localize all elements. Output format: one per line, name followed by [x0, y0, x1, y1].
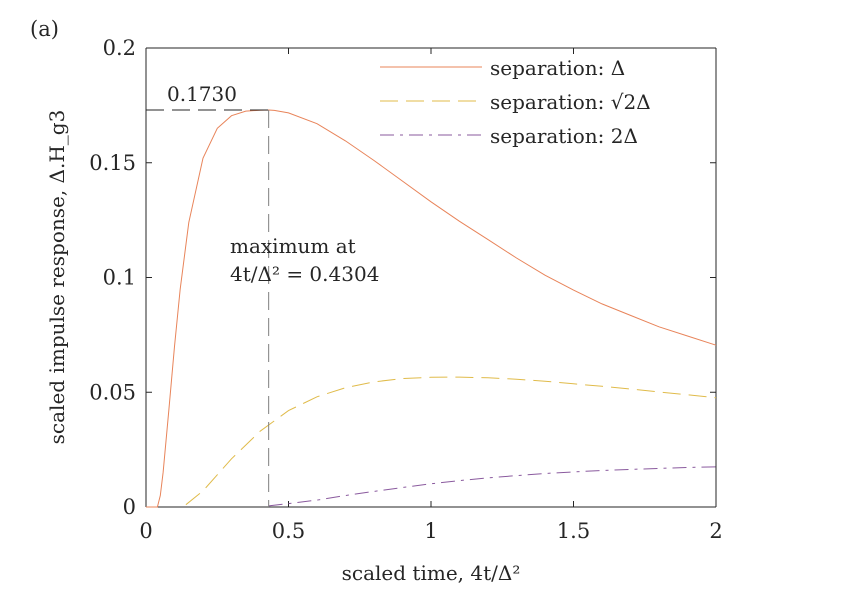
legend-label-sqrt2-delta: separation: √2Δ — [490, 90, 651, 114]
annotation-layer — [146, 109, 270, 507]
legend-label-2delta: separation: 2Δ — [490, 124, 638, 148]
series-line-sqrt2-delta — [185, 376, 717, 506]
x-tick-label: 2 — [709, 519, 722, 543]
x-tick-label: 0 — [139, 519, 152, 543]
y-tick-label: 0.1 — [103, 266, 136, 290]
x-tick-label: 1.5 — [557, 519, 590, 543]
x-tick-label: 1 — [424, 519, 437, 543]
legend-label-delta: separation: Δ — [490, 56, 625, 80]
x-axis-label: scaled time, 4t/Δ² — [342, 561, 521, 585]
peak-value-label: 0.1730 — [167, 82, 237, 106]
series-line-delta — [146, 109, 717, 508]
maximum-annotation-line1: maximum at — [230, 234, 356, 258]
y-axis-label: scaled impulse response, Δ.H_g3 — [45, 110, 69, 445]
series-line-2delta — [268, 466, 717, 507]
y-tick-label: 0 — [123, 495, 136, 519]
y-tick-label: 0.05 — [89, 380, 136, 404]
maximum-annotation-line2: 4t/Δ² = 0.4304 — [230, 262, 379, 286]
x-tick-label: 0.5 — [272, 519, 305, 543]
y-tick-label: 0.15 — [89, 151, 136, 175]
legend: separation: Δ separation: √2Δ separation… — [380, 56, 651, 148]
panel-label: (a) — [30, 17, 59, 41]
x-ticks: 0 0.5 1 1.5 2 — [139, 48, 723, 543]
y-tick-label: 0.2 — [103, 36, 136, 60]
y-ticks: 0 0.05 0.1 0.15 0.2 — [89, 36, 716, 519]
series-layer — [146, 109, 717, 508]
